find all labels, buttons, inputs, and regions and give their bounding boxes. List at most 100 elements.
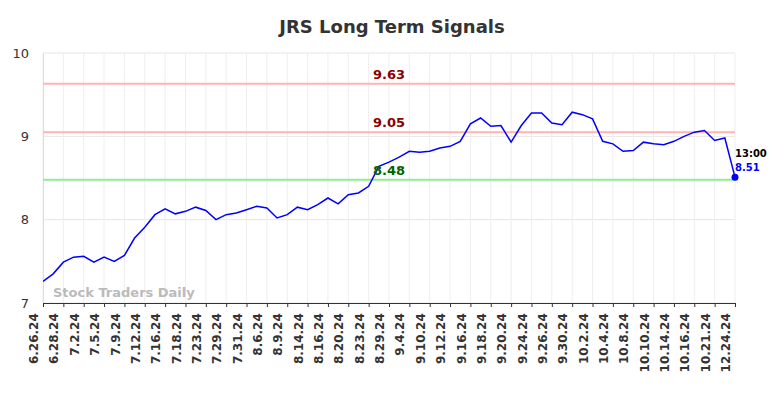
x-tick-mark — [63, 303, 64, 307]
x-grid-line — [490, 53, 491, 303]
x-tick-label: 10.10.24 — [638, 313, 652, 372]
time-annotation: 13:00 — [735, 148, 767, 159]
x-grid-line — [348, 53, 349, 303]
x-tick: 9.4.24 — [393, 303, 409, 356]
x-tick-mark — [552, 303, 553, 307]
x-tick-mark — [287, 303, 288, 307]
x-tick-label: 7.2.24 — [68, 313, 82, 356]
y-tick-label: 7 — [21, 296, 29, 311]
x-grid-line — [165, 53, 166, 303]
chart: JRS Long Term Signals789106.26.246.28.24… — [0, 0, 784, 398]
x-tick: 10.4.24 — [597, 303, 613, 364]
watermark: Stock Traders Daily — [53, 285, 195, 300]
x-tick: 10.16.24 — [678, 303, 694, 372]
x-tick-mark — [43, 303, 44, 307]
x-grid-line — [470, 53, 471, 303]
x-tick-mark — [694, 303, 695, 307]
x-axis-line — [44, 304, 736, 308]
x-grid-line — [429, 53, 430, 303]
x-axis: 6.26.246.28.247.2.247.5.247.9.247.12.247… — [27, 303, 735, 372]
x-tick-label: 7.23.24 — [190, 313, 204, 364]
x-tick-label: 7.9.24 — [109, 313, 123, 356]
x-tick-label: 9.26.24 — [536, 313, 550, 364]
x-tick: 9.24.24 — [516, 303, 532, 364]
x-grid-line — [307, 53, 308, 303]
reference-label: 9.05 — [373, 115, 405, 130]
x-grid-line — [694, 53, 695, 303]
x-grid-line — [246, 53, 247, 303]
x-tick-label: 8.29.24 — [373, 313, 387, 364]
x-tick: 10.21.24 — [699, 303, 715, 372]
x-tick-label: 9.4.24 — [393, 313, 407, 356]
x-grid-line — [612, 53, 613, 303]
x-tick: 9.26.24 — [536, 303, 552, 364]
x-tick: 10.2.24 — [577, 303, 593, 364]
x-tick: 12.24.24 — [719, 303, 735, 372]
x-tick-mark — [735, 303, 736, 307]
x-tick-mark — [654, 303, 655, 307]
x-grid-line — [83, 53, 84, 303]
x-tick-mark — [511, 303, 512, 307]
last-point — [732, 174, 739, 181]
x-tick-label: 9.24.24 — [516, 313, 530, 364]
x-tick: 7.9.24 — [109, 303, 125, 356]
x-tick-mark — [165, 303, 166, 307]
x-tick: 8.20.24 — [332, 303, 348, 364]
x-grid-line — [653, 53, 654, 303]
x-tick-label: 9.16.24 — [455, 313, 469, 364]
x-tick-mark — [124, 303, 125, 307]
x-grid-line — [673, 53, 674, 303]
x-grid-line — [144, 53, 145, 303]
x-tick-mark — [409, 303, 410, 307]
y-tick: 8 — [21, 212, 43, 227]
price-line — [43, 112, 735, 281]
x-grid-line — [185, 53, 186, 303]
x-grid-line — [205, 53, 206, 303]
x-tick: 9.16.24 — [455, 303, 471, 364]
x-grid-line — [226, 53, 227, 303]
x-tick: 10.8.24 — [617, 303, 633, 364]
y-tick-label: 10 — [12, 46, 29, 61]
x-tick-mark — [328, 303, 329, 307]
x-tick-label: 8.6.24 — [251, 313, 265, 356]
x-tick-mark — [450, 303, 451, 307]
y-tick-label: 9 — [21, 129, 29, 144]
x-grid-line — [389, 53, 390, 303]
x-tick-mark — [206, 303, 207, 307]
plot-area — [43, 84, 739, 281]
x-grid-line — [511, 53, 512, 303]
x-grid-line — [104, 53, 105, 303]
x-tick-label: 8.23.24 — [353, 313, 367, 364]
x-grid-line — [287, 53, 288, 303]
x-tick: 8.23.24 — [353, 303, 369, 364]
x-tick: 8.6.24 — [251, 303, 267, 356]
x-grid-line — [592, 53, 593, 303]
y-axis: 7 8 9 10 — [12, 46, 43, 311]
x-tick: 7.16.24 — [149, 303, 165, 364]
x-grid-line — [266, 53, 267, 303]
x-tick: 7.5.24 — [88, 303, 104, 356]
x-tick-mark — [572, 303, 573, 307]
x-tick-label: 9.20.24 — [495, 313, 509, 364]
x-tick: 7.12.24 — [129, 303, 145, 364]
x-grid-line — [633, 53, 634, 303]
x-tick-mark — [715, 303, 716, 307]
x-tick: 9.12.24 — [434, 303, 450, 364]
x-tick: 9.20.24 — [495, 303, 511, 364]
x-tick: 7.31.24 — [231, 303, 247, 364]
x-grid-line — [327, 53, 328, 303]
reference-label: 9.63 — [373, 67, 405, 82]
x-tick-mark — [470, 303, 471, 307]
x-tick-label: 8.16.24 — [312, 313, 326, 364]
x-grid-line — [63, 53, 64, 303]
x-tick-label: 7.12.24 — [129, 313, 143, 364]
x-grid-line — [531, 53, 532, 303]
x-tick: 8.16.24 — [312, 303, 328, 364]
x-tick-label: 8.20.24 — [332, 313, 346, 364]
x-tick-mark — [593, 303, 594, 307]
x-tick: 6.26.24 — [27, 303, 43, 364]
x-tick: 8.29.24 — [373, 303, 389, 364]
x-tick-label: 8.9.24 — [271, 313, 285, 356]
x-grid-line — [450, 53, 451, 303]
x-tick-label: 10.21.24 — [699, 313, 713, 372]
